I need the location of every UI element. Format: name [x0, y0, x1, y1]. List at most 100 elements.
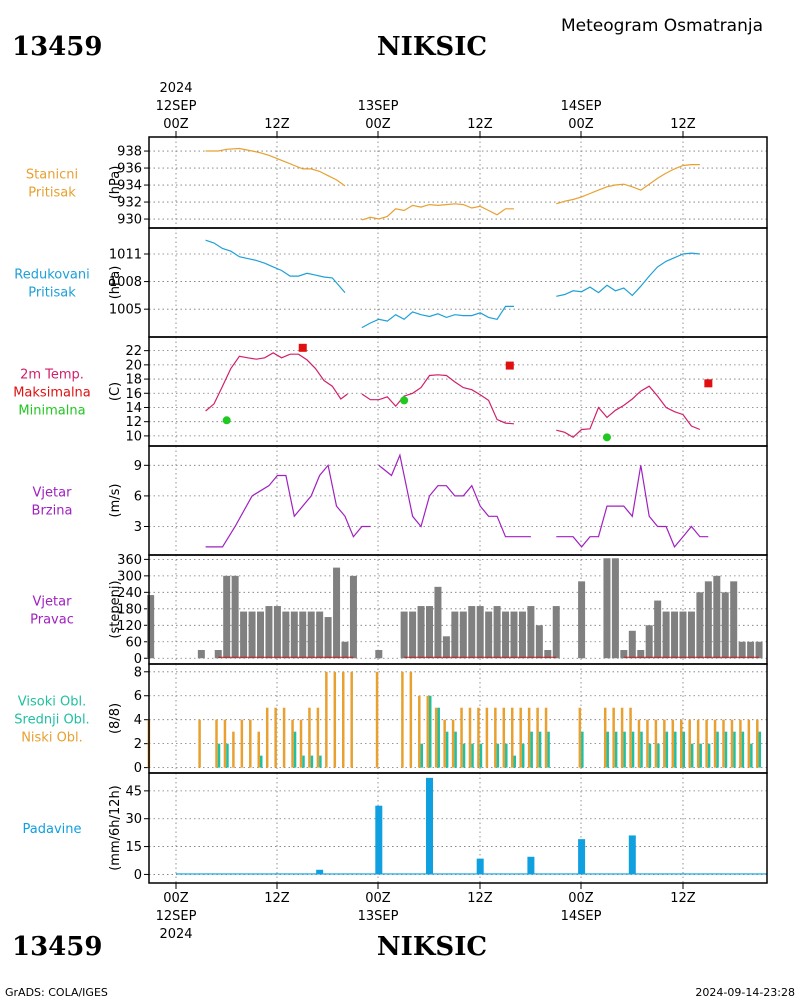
hour-top-3: 12Z [467, 117, 493, 132]
low-cloud-bar [511, 707, 514, 768]
station-id-bottom: 13459 [12, 932, 102, 962]
mid-cloud-bar [648, 743, 652, 768]
mid-cloud-bar [614, 731, 618, 768]
mid-cloud-bar [293, 731, 297, 768]
low-cloud-bar [502, 707, 506, 768]
hour-bottom-5: 12Z [670, 891, 696, 906]
y-tick-label: 934 [117, 179, 142, 194]
low-cloud-bar [325, 671, 328, 768]
y-tick-label: 8 [134, 665, 142, 680]
direction-bar [620, 650, 628, 659]
low-cloud-bar [696, 719, 700, 768]
direction-bar [485, 611, 493, 659]
direction-bar [426, 606, 433, 659]
day-bottom-0: 12SEP [156, 909, 197, 924]
day-top-2: 14SEP [561, 99, 602, 114]
y-axis-label: (hPa) [108, 266, 123, 300]
series-line [556, 164, 700, 205]
direction-bar [451, 611, 459, 659]
direction-bar [645, 625, 653, 659]
panel-frame [148, 336, 768, 447]
low-cloud-bar [265, 707, 269, 768]
y-tick-label: 60 [125, 635, 142, 650]
footer-timestamp: 2024-09-14-23:28 [695, 986, 795, 999]
tmax-marker [298, 343, 307, 352]
direction-bar [324, 617, 332, 659]
low-cloud-bar [350, 671, 353, 768]
direction-bar [611, 558, 619, 659]
series-line [556, 385, 701, 439]
direction-bar [147, 595, 155, 659]
day-top-1: 13SEP [358, 99, 399, 114]
low-cloud-bar [333, 671, 337, 768]
direction-bar [671, 611, 679, 659]
hour-bottom-3: 12Z [467, 891, 493, 906]
mid-cloud-bar [547, 731, 550, 768]
low-cloud-bar [527, 707, 531, 768]
low-cloud-bar [637, 719, 641, 768]
low-cloud-bar [282, 707, 286, 768]
direction-bar [637, 650, 645, 659]
time-axis-top: 2024 12SEP 13SEP 14SEP 00Z 12Z 00Z 12Z 0… [156, 81, 696, 132]
wind-speed-panel: 3 6 9 Vjetar Brzina (m/s) [32, 445, 768, 556]
direction-bar [510, 611, 518, 659]
precip-bar [578, 839, 586, 875]
y-tick-label: 0 [134, 868, 142, 883]
direction-bar [375, 650, 383, 659]
precip-bar [316, 869, 324, 875]
panel-label: Padavine [23, 822, 82, 837]
panel-label: Visoki Obl. [18, 695, 86, 710]
low-cloud-bar [705, 719, 708, 768]
direction-bar [468, 606, 476, 659]
mid-cloud-bar [606, 731, 609, 768]
series-line [361, 203, 514, 221]
low-cloud-bar [249, 719, 252, 768]
low-cloud-bar [291, 719, 294, 768]
time-axis-bottom: 00Z 12Z 00Z 12Z 00Z 12Z 12SEP 13SEP 14SE… [156, 891, 696, 942]
precipitation-panel: 0 15 30 45 Padavine (mm/6h/12h) [23, 772, 768, 884]
y-tick-label: 15 [125, 840, 142, 855]
mid-cloud-bar [530, 731, 533, 768]
low-cloud-bar [663, 719, 666, 768]
direction-bar [265, 606, 273, 659]
low-cloud-bar [375, 671, 379, 768]
y-tick-label: 0 [134, 761, 142, 776]
panel-label: Srednji Obl. [14, 713, 89, 728]
mid-cloud-bar [741, 731, 745, 768]
mid-cloud-bar [758, 731, 762, 768]
direction-bar [307, 611, 315, 659]
y-tick-label: 1011 [109, 247, 142, 262]
precip-bar [375, 805, 383, 875]
panel-label: Stanicni [26, 168, 78, 183]
day-top-0: 12SEP [156, 99, 197, 114]
precip-bar [426, 777, 433, 875]
low-cloud-bar [418, 695, 421, 768]
direction-bar [679, 611, 687, 659]
tmax-marker [704, 379, 713, 388]
low-cloud-bar [603, 707, 607, 768]
tmin-marker [400, 396, 409, 405]
hour-top-0: 00Z [163, 117, 189, 132]
y-tick-label: 6 [134, 489, 142, 504]
panel-label: Maksimalna [13, 386, 91, 401]
low-cloud-bar [434, 707, 438, 768]
panel-label: Minimalna [18, 404, 85, 419]
low-cloud-bar [477, 707, 480, 768]
mid-cloud-bar [471, 743, 474, 768]
direction-bar [349, 575, 357, 659]
series-line [205, 147, 346, 187]
mid-cloud-bar [690, 743, 694, 768]
year-top: 2024 [159, 81, 192, 96]
low-cloud-bar [215, 719, 218, 768]
y-tick-label: 938 [117, 145, 142, 160]
mid-cloud-bar [226, 743, 229, 768]
y-axis-label: (mm/6h/12h) [108, 785, 123, 871]
low-cloud-bar [620, 707, 624, 768]
series-line [361, 305, 514, 329]
station-id-top: 13459 [12, 32, 102, 62]
mid-cloud-bar [429, 695, 432, 768]
